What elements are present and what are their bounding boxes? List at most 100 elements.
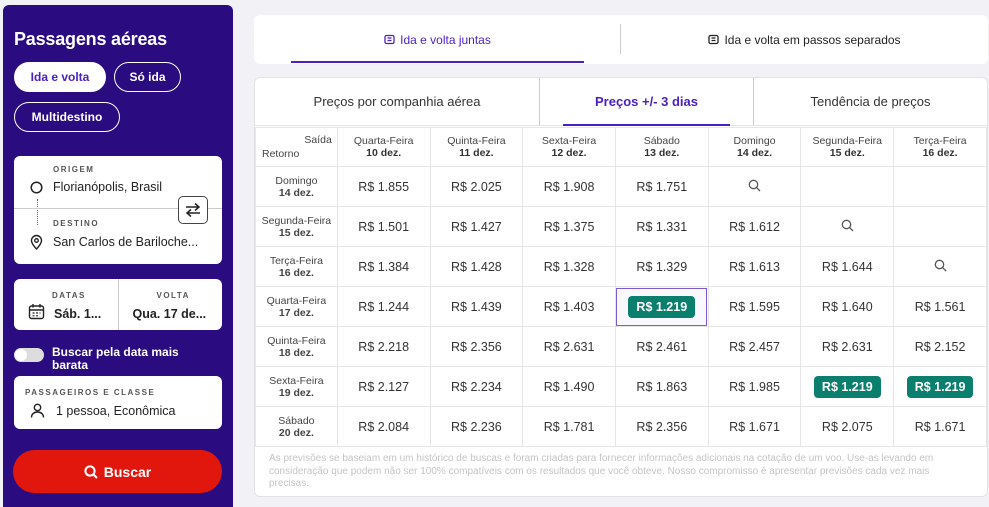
- table-row: Sábado 20 dez. R$ 2.084 R$ 2.236 R$ 1.781 R$ …: [255, 406, 987, 447]
- price-cell[interactable]: R$ 1.985: [707, 366, 802, 407]
- price-cell[interactable]: R$ 2.218: [336, 326, 431, 367]
- dates-card: DATAS Sáb. 1... VOLTA Qua. 17 de...: [14, 279, 222, 330]
- return-day: Quarta-Feira: [266, 294, 327, 307]
- trip-type-roundtrip[interactable]: Ida e volta: [14, 62, 106, 92]
- price-cell[interactable]: R$ 2.236: [429, 406, 524, 447]
- price-cell[interactable]: R$ 1.427: [429, 206, 524, 247]
- return-day: Sexta-Feira: [269, 374, 324, 387]
- corner-return-label: Retorno: [262, 148, 300, 160]
- price-cell[interactable]: R$ 2.127: [336, 366, 431, 407]
- price-cell[interactable]: R$ 1.561: [893, 286, 987, 327]
- departure-date: 12 dez.: [551, 147, 587, 159]
- price-cell[interactable]: R$ 2.356: [614, 406, 709, 447]
- price-cell[interactable]: R$ 1.403: [522, 286, 616, 327]
- search-date-cell[interactable]: [800, 206, 895, 247]
- departure-date: 11 dez.: [459, 147, 494, 159]
- return-row-header: Domingo 14 dez.: [255, 166, 338, 207]
- price-cell[interactable]: R$ 1.612: [707, 206, 802, 247]
- price-cell[interactable]: R$ 2.356: [429, 326, 524, 367]
- price-cell[interactable]: R$ 1.375: [522, 206, 616, 247]
- price-cell[interactable]: R$ 1.595: [707, 286, 802, 327]
- price-panel: Preços por companhia aérea Preços +/- 3 …: [254, 77, 988, 497]
- price-cell[interactable]: R$ 1.331: [614, 206, 709, 247]
- price-cell[interactable]: R$ 1.244: [336, 286, 431, 327]
- price-view-tabs: Preços por companhia aérea Preços +/- 3 …: [255, 78, 987, 126]
- departure-day: Domingo: [733, 135, 776, 147]
- return-date-field[interactable]: VOLTA Qua. 17 de...: [117, 279, 223, 330]
- tab-flexible-dates[interactable]: Preços +/- 3 dias: [539, 78, 753, 126]
- price-cell[interactable]: R$ 1.855: [336, 166, 431, 207]
- passengers-field[interactable]: PASSAGEIROS E CLASSE 1 pessoa, Econômica: [14, 376, 222, 429]
- return-date: 19 dez.: [278, 386, 314, 399]
- price-cell[interactable]: R$ 1.439: [429, 286, 524, 327]
- departure-column-header: Terça-Feira 16 dez.: [893, 127, 987, 167]
- trip-type-oneway[interactable]: Só ida: [114, 62, 181, 92]
- price-cell[interactable]: R$ 1.751: [614, 166, 709, 207]
- empty-cell: [893, 206, 987, 247]
- tab-price-trend[interactable]: Tendência de preços: [753, 78, 987, 125]
- price-cell[interactable]: R$ 2.234: [429, 366, 524, 407]
- price-cell[interactable]: R$ 1.781: [522, 406, 616, 447]
- destination-field[interactable]: DESTINO San Carlos de Bariloche...: [14, 219, 222, 250]
- price-cell[interactable]: R$ 1.671: [893, 406, 987, 447]
- price-cell[interactable]: R$ 1.428: [429, 246, 524, 287]
- swap-button[interactable]: [178, 196, 208, 224]
- departure-date: 16 dez.: [922, 147, 958, 159]
- price-cell-best[interactable]: R$ 1.219: [614, 286, 709, 327]
- return-row-header: Terça-Feira 16 dez.: [255, 246, 338, 287]
- table-row: Quarta-Feira 17 dez. R$ 1.244 R$ 1.439 R$ 1.…: [255, 286, 987, 327]
- departure-date-field[interactable]: DATAS Sáb. 1...: [14, 279, 118, 330]
- tab-roundtrip-together[interactable]: Ida e volta juntas: [254, 15, 621, 64]
- trip-mode-tabs: Ida e volta juntas Ida e volta em passos…: [254, 15, 988, 64]
- price-cell[interactable]: R$ 1.644: [800, 246, 895, 287]
- departure-column-header: Segunda-Feira 15 dez.: [800, 127, 895, 167]
- search-icon: [841, 219, 854, 231]
- location-pin-icon: [30, 234, 43, 250]
- return-date-value: Qua. 17 de...: [132, 307, 207, 321]
- return-day: Quinta-Feira: [267, 334, 326, 347]
- price-cell[interactable]: R$ 1.501: [336, 206, 431, 247]
- tab-separate-steps-label: Ida e volta em passos separados: [724, 32, 901, 47]
- search-date-cell[interactable]: [893, 246, 987, 287]
- price-cell[interactable]: R$ 2.631: [522, 326, 616, 367]
- price-cell-best[interactable]: R$ 1.219: [800, 366, 895, 407]
- price-cell[interactable]: R$ 2.152: [893, 326, 987, 367]
- return-date: 20 dez.: [278, 426, 314, 439]
- search-date-cell[interactable]: [707, 166, 802, 207]
- price-cell[interactable]: R$ 1.328: [522, 246, 616, 287]
- tab-divider: [620, 24, 621, 54]
- price-cell[interactable]: R$ 1.490: [522, 366, 616, 407]
- price-cell[interactable]: R$ 1.671: [707, 406, 802, 447]
- return-date: 18 dez.: [278, 346, 314, 359]
- price-cell[interactable]: R$ 2.075: [800, 406, 895, 447]
- cheapest-date-toggle[interactable]: [14, 348, 44, 362]
- price-cell[interactable]: R$ 2.084: [336, 406, 431, 447]
- tab-separate-steps[interactable]: Ida e volta em passos separados: [621, 15, 988, 64]
- price-cell[interactable]: R$ 1.863: [614, 366, 709, 407]
- table-row: Segunda-Feira 15 dez. R$ 1.501 R$ 1.427 R$ 1…: [255, 206, 987, 247]
- trip-type-multicity[interactable]: Multidestino: [14, 102, 120, 132]
- price-cell[interactable]: R$ 1.640: [800, 286, 895, 327]
- departure-day: Sexta-Feira: [541, 135, 597, 147]
- return-row-header: Quinta-Feira 18 dez.: [255, 326, 338, 367]
- price-cell-best[interactable]: R$ 1.219: [893, 366, 987, 407]
- price-cell[interactable]: R$ 2.461: [614, 326, 709, 367]
- price-cell[interactable]: R$ 1.908: [522, 166, 616, 207]
- price-cell[interactable]: R$ 1.384: [336, 246, 431, 287]
- price-cell[interactable]: R$ 2.457: [707, 326, 802, 367]
- price-cell[interactable]: R$ 2.631: [800, 326, 895, 367]
- origin-field[interactable]: ORIGEM Florianópolis, Brasil: [14, 165, 222, 194]
- tab-airline-prices[interactable]: Preços por companhia aérea: [313, 94, 481, 109]
- price-cell[interactable]: R$ 1.329: [614, 246, 709, 287]
- price-cell[interactable]: R$ 1.613: [707, 246, 802, 287]
- price-cell[interactable]: R$ 2.025: [429, 166, 524, 207]
- sidebar-title: Passagens aéreas: [14, 29, 167, 49]
- search-icon: [934, 259, 947, 271]
- departure-day: Terça-Feira: [913, 135, 967, 147]
- ticket-icon: [708, 34, 720, 45]
- table-row: Quinta-Feira 18 dez. R$ 2.218 R$ 2.356 R$ 2.…: [255, 326, 987, 367]
- departure-day: Quarta-Feira: [353, 135, 414, 147]
- search-icon: [748, 179, 761, 191]
- search-button[interactable]: Buscar: [13, 450, 222, 493]
- return-day: Segunda-Feira: [261, 214, 332, 227]
